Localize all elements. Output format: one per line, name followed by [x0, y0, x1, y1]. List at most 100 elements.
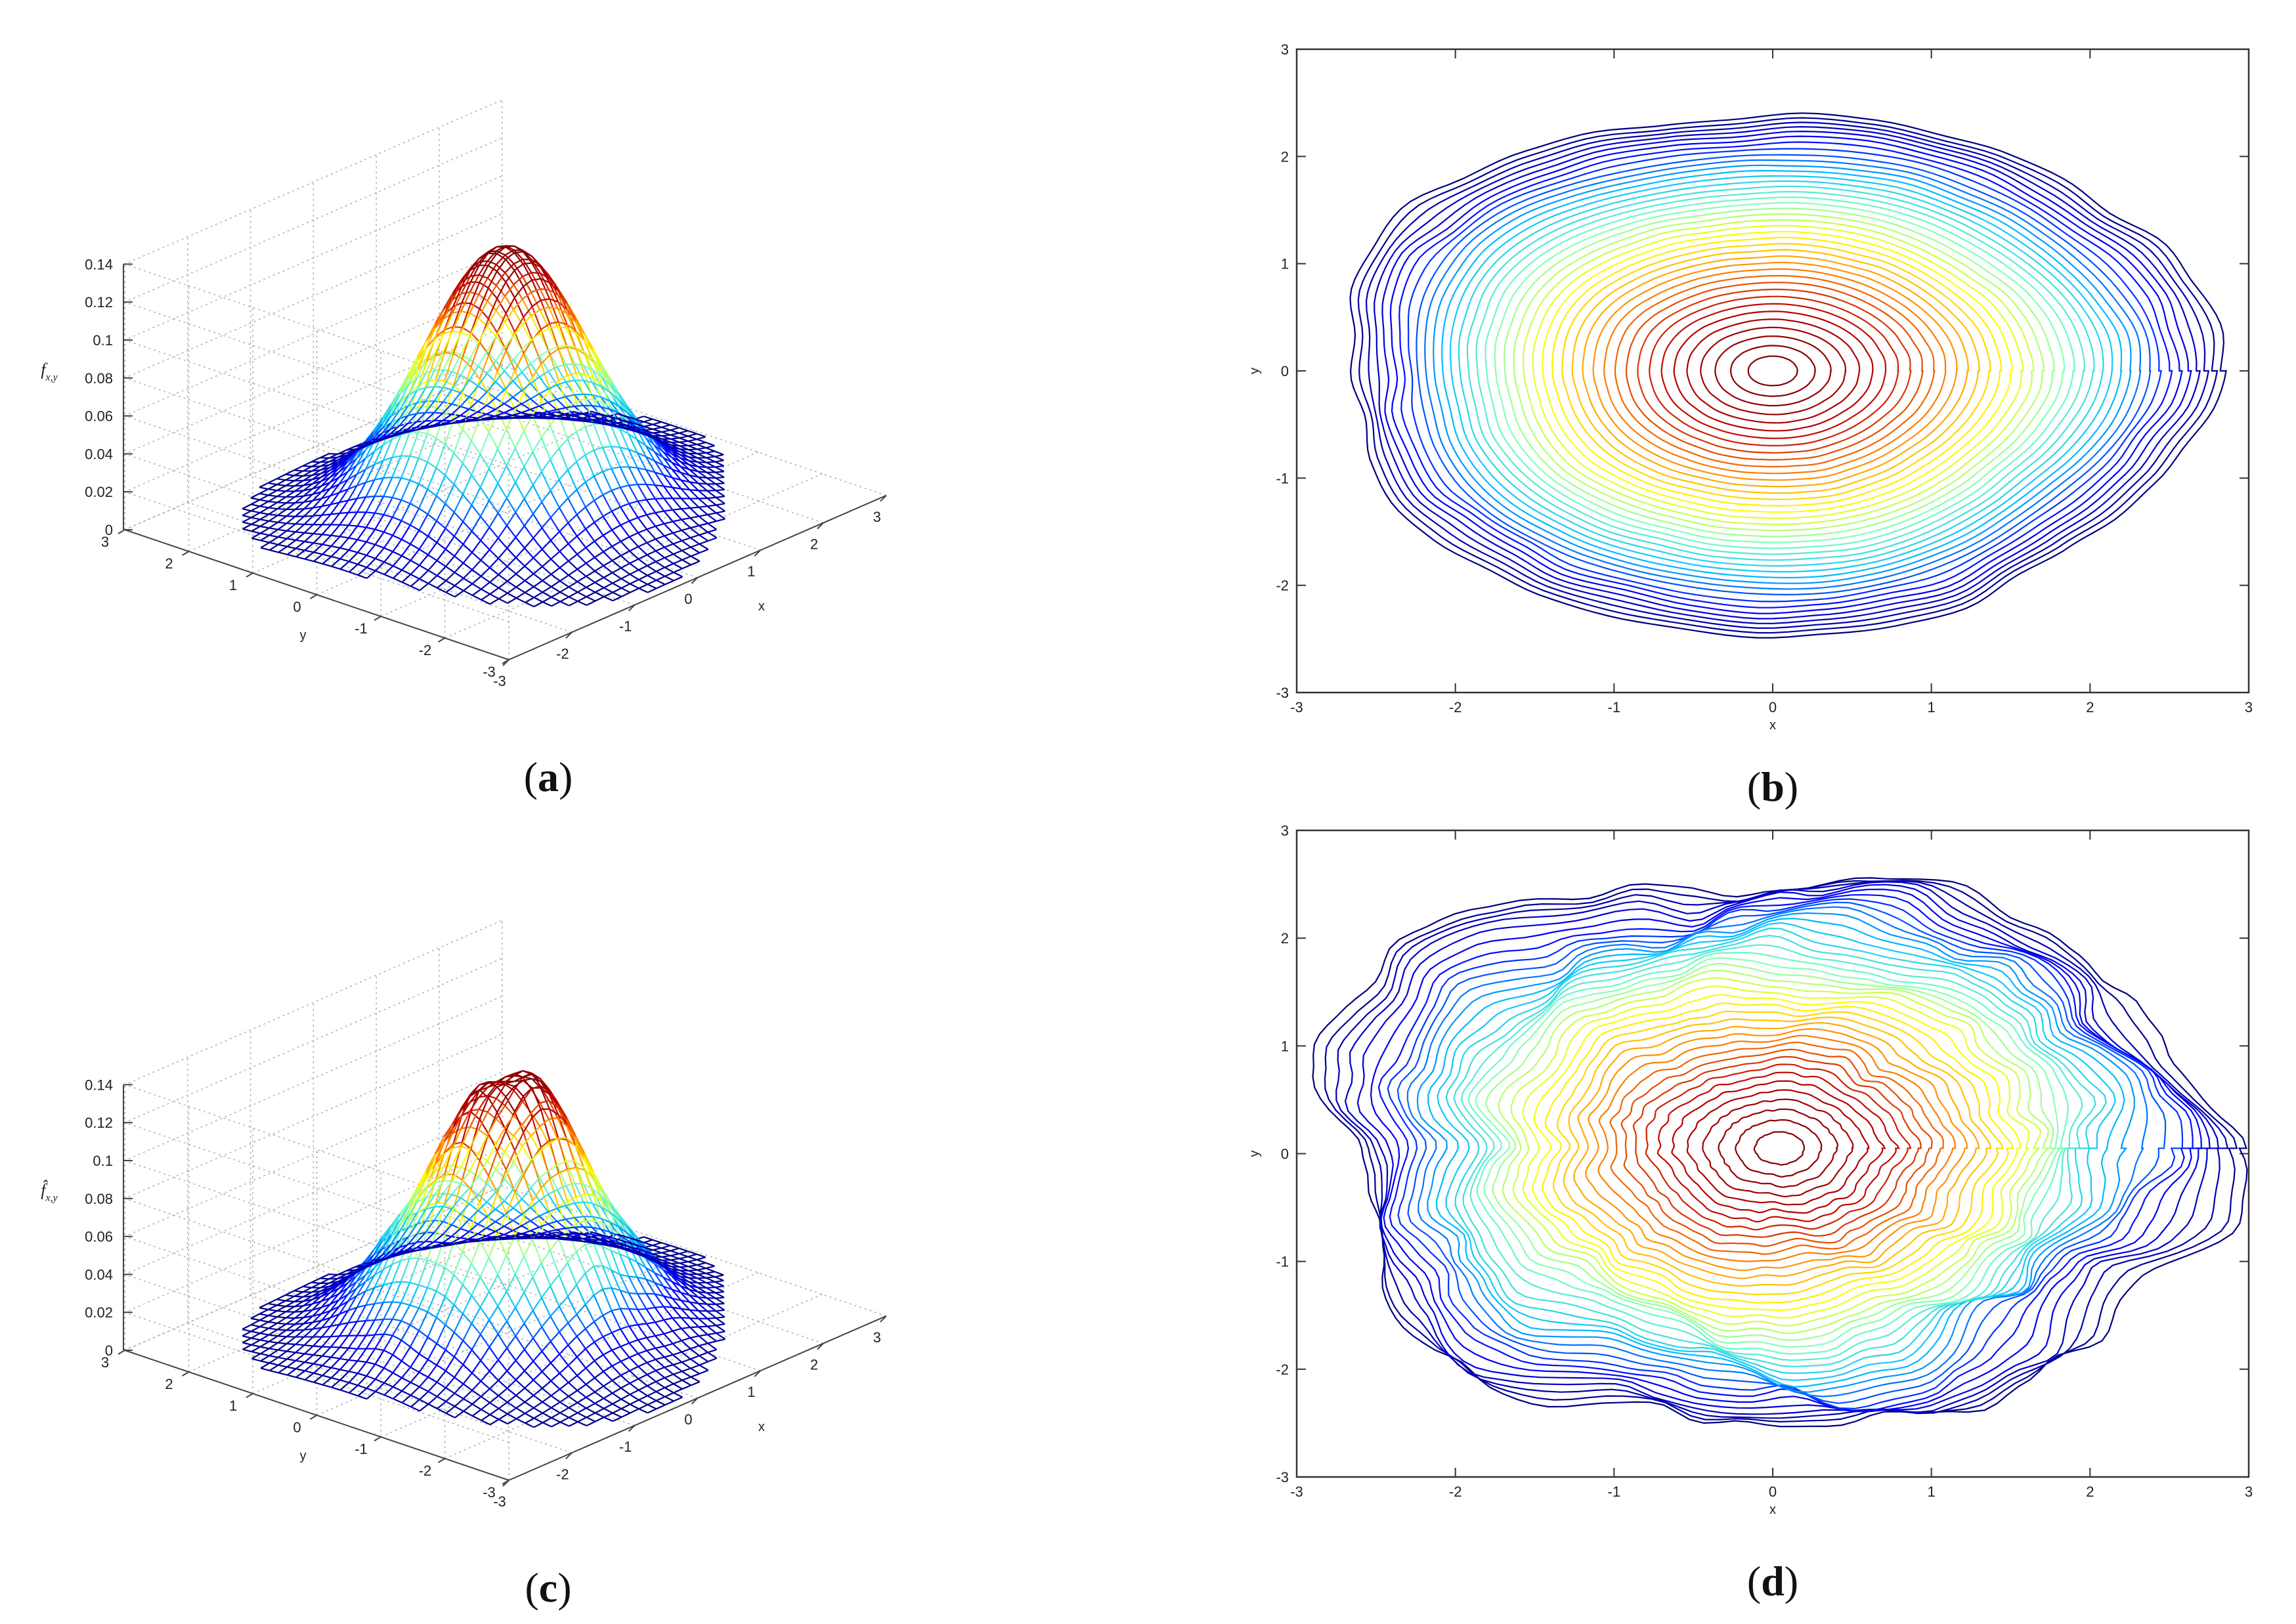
mesh-line: [427, 1390, 438, 1398]
mesh-line: [609, 1212, 620, 1220]
mesh-line: [568, 1396, 578, 1403]
mesh-line: [313, 1375, 323, 1383]
mesh-line: [652, 1242, 662, 1247]
mesh-line: [393, 565, 402, 571]
mesh-line: [576, 481, 586, 490]
mesh-line: [541, 502, 552, 519]
mesh-line: [583, 1166, 594, 1179]
mesh-line: [269, 542, 279, 545]
mesh-line: [611, 1287, 621, 1310]
mesh-line: [620, 484, 630, 488]
mesh-line: [278, 1349, 287, 1352]
mesh-line: [277, 1322, 286, 1325]
mesh-line: [574, 331, 585, 341]
mesh-line: [496, 298, 507, 314]
mesh-line: [320, 469, 330, 475]
mesh-line: [568, 574, 578, 583]
mesh-line: [574, 1201, 584, 1204]
mesh-line: [549, 1172, 559, 1180]
mesh-line: [295, 1377, 305, 1381]
contour-line: [1582, 255, 1969, 488]
mesh-line: [477, 300, 488, 319]
mesh-line: [321, 495, 332, 507]
mesh-line: [419, 565, 429, 571]
mesh-line: [507, 592, 517, 599]
mesh-line: [664, 1383, 674, 1388]
mesh-line: [574, 1216, 584, 1219]
y-tick-label: -1: [1276, 470, 1289, 486]
mesh-line: [329, 1285, 339, 1291]
mesh-line: [480, 1346, 490, 1361]
mesh-line: [506, 1388, 517, 1396]
mesh-line: [619, 428, 629, 435]
mesh-line: [548, 1189, 558, 1195]
mesh-line: [312, 481, 322, 485]
mesh-line: [366, 544, 376, 556]
mesh-line: [523, 316, 533, 340]
grid-line: [444, 473, 823, 639]
mesh-line: [594, 1407, 605, 1414]
mesh-line: [662, 451, 673, 463]
mesh-line: [498, 1370, 508, 1381]
mesh-line: [479, 260, 488, 263]
mesh-line: [383, 561, 394, 567]
mesh-line: [488, 371, 498, 395]
mesh-line: [505, 350, 516, 371]
mesh-line: [469, 379, 479, 387]
mesh-line: [285, 1300, 295, 1307]
mesh-line: [603, 1332, 613, 1338]
mesh-line: [443, 1180, 453, 1194]
mesh-line: [381, 1226, 392, 1242]
mesh-line: [487, 1143, 497, 1161]
mesh-line: [680, 508, 691, 519]
mesh-line: [462, 544, 473, 553]
mesh-line: [487, 265, 498, 272]
mesh-line: [539, 272, 550, 290]
mesh-line: [523, 258, 532, 261]
mesh-line: [435, 475, 446, 496]
mesh-line: [609, 384, 620, 396]
mesh-line: [419, 1371, 429, 1378]
mesh-line: [434, 1152, 444, 1162]
mesh-line: [679, 445, 689, 451]
mesh-line: [375, 1363, 385, 1369]
mesh-line: [381, 1235, 392, 1250]
mesh-line: [295, 515, 305, 525]
mesh-line: [462, 428, 472, 442]
mesh-line: [629, 1339, 639, 1344]
mesh-line: [489, 1388, 499, 1397]
mesh-line: [643, 416, 653, 420]
mesh-line: [504, 272, 515, 286]
mesh-line: [673, 1383, 683, 1390]
mesh-line: [687, 438, 697, 442]
mesh-line: [496, 259, 507, 272]
mesh-line: [662, 474, 673, 488]
mesh-line: [313, 515, 323, 525]
mesh-line: [269, 549, 279, 553]
mesh-line: [638, 1365, 648, 1375]
mesh-line: [383, 531, 393, 536]
y-tick-label: 3: [1281, 41, 1289, 58]
mesh-line: [454, 1392, 464, 1400]
mesh-line: [514, 370, 525, 393]
mesh-line: [681, 1340, 691, 1350]
mesh-line: [259, 1340, 270, 1348]
mesh-line: [697, 1291, 708, 1299]
mesh-line: [687, 435, 697, 440]
mesh-line: [620, 578, 631, 585]
mesh-line: [653, 1260, 663, 1267]
contour-line: [1441, 169, 2123, 579]
mesh-line: [434, 1141, 445, 1161]
mesh-line: [636, 1277, 647, 1294]
mesh-line: [586, 596, 596, 602]
mesh-line: [628, 1323, 638, 1327]
mesh-line: [433, 351, 444, 371]
mesh-line: [523, 262, 532, 265]
mesh-line: [286, 1329, 296, 1338]
mesh-line: [714, 450, 724, 456]
mesh-line: [672, 519, 682, 523]
mesh-line: [673, 571, 683, 578]
mesh-line: [250, 1317, 260, 1321]
mesh-line: [531, 1112, 541, 1127]
mesh-line: [471, 569, 482, 577]
